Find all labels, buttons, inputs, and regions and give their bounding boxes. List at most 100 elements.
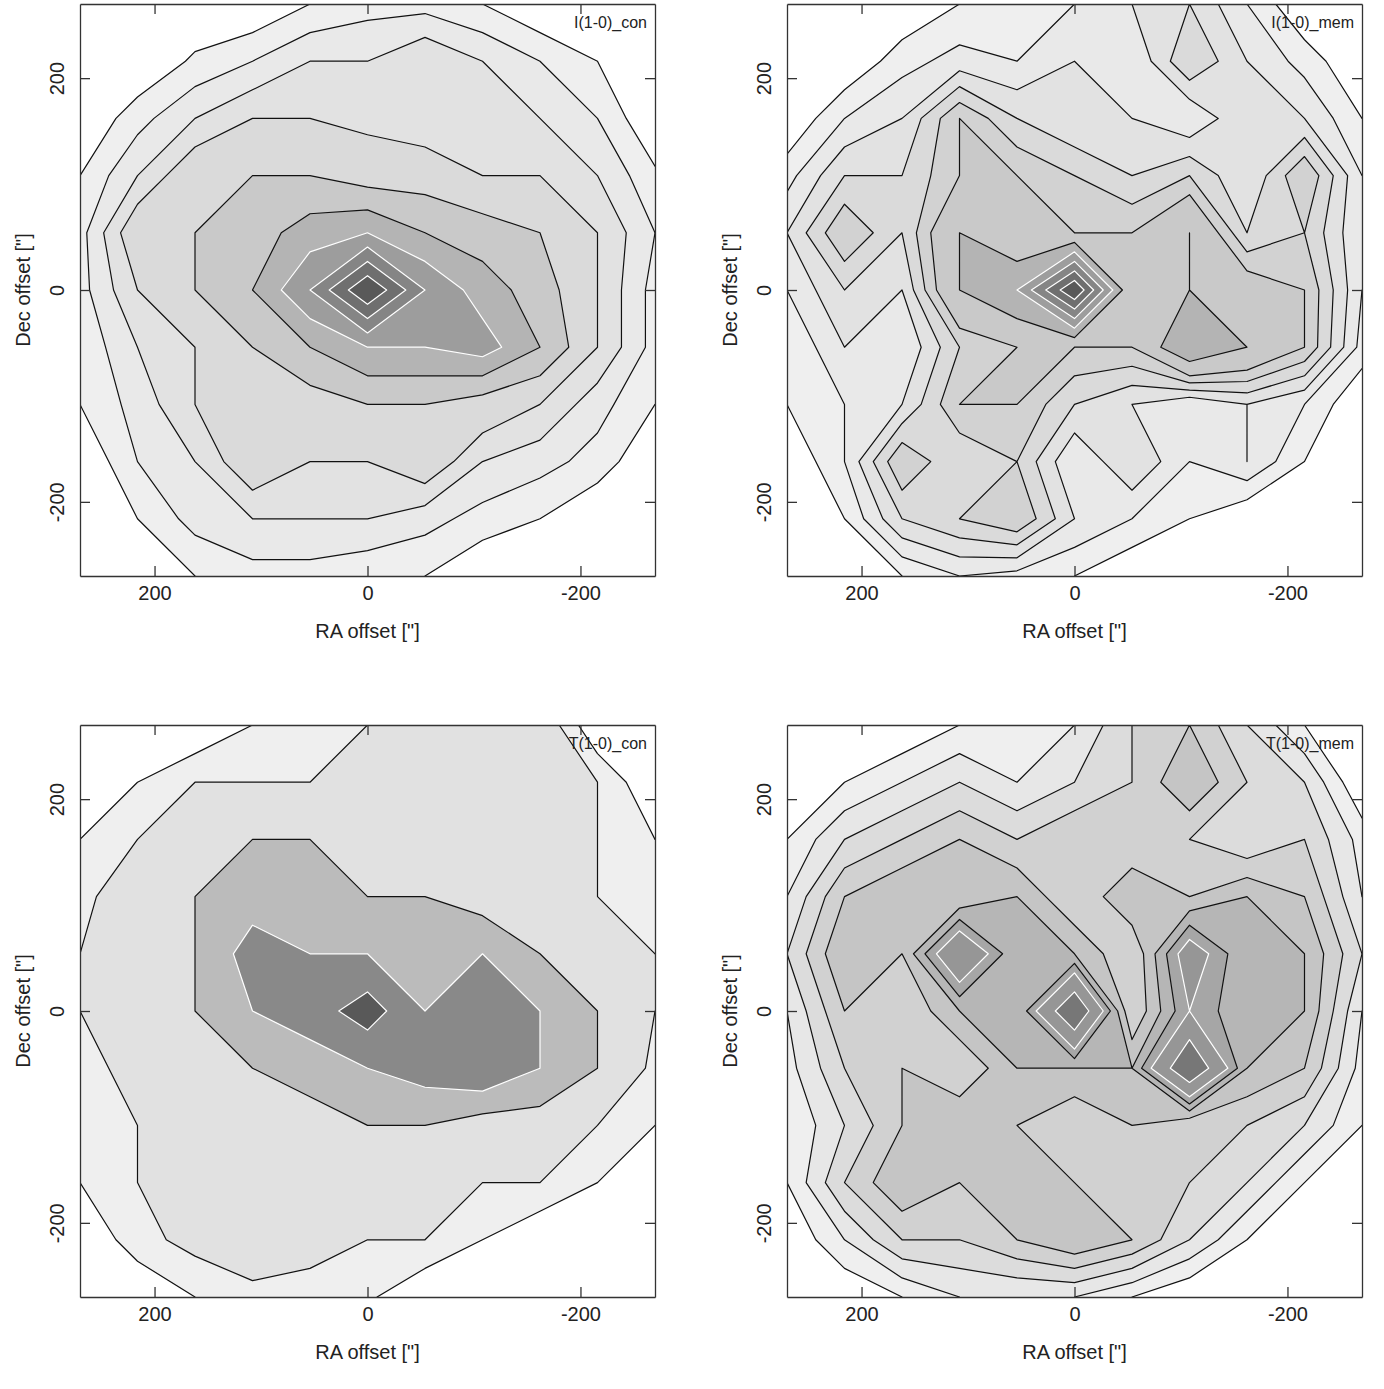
plot-area: [80, 4, 655, 576]
tick: [1352, 1223, 1362, 1224]
contour-level: [281, 233, 501, 357]
tick: 200: [753, 62, 797, 95]
tick: [645, 1011, 655, 1012]
tick-mark: [861, 566, 862, 576]
tick: [1075, 725, 1076, 735]
tick-label: 0: [46, 1006, 68, 1017]
panel-title: I(1-0)_con: [574, 14, 647, 32]
tick-label: 0: [1069, 1303, 1080, 1325]
axis: [81, 725, 656, 735]
tick: [580, 4, 581, 14]
tick: 0: [753, 285, 797, 296]
axis-line: [1362, 5, 1363, 577]
tick: -200: [753, 1203, 797, 1243]
tick-mark: [1352, 1223, 1362, 1224]
tick-mark: [1352, 78, 1362, 79]
tick-mark: [1352, 1011, 1362, 1012]
contour-level: [931, 118, 1305, 404]
tick-mark: [1352, 290, 1362, 291]
tick-mark: [1287, 1287, 1288, 1297]
contour-level: [806, 4, 1333, 545]
tick: [155, 725, 156, 735]
tick: 0: [1069, 566, 1080, 604]
tick-mark: [787, 78, 797, 79]
tick-label: 200: [46, 783, 68, 816]
contour-level: [195, 839, 598, 1125]
tick-mark: [154, 1287, 155, 1297]
tick-label: 200: [138, 582, 171, 604]
tick-label: -200: [46, 482, 68, 522]
tick-mark: [1287, 725, 1288, 735]
tick: [1075, 4, 1076, 14]
contour-level: [1055, 992, 1208, 1083]
tick-label: 200: [46, 62, 68, 95]
contour-level: [787, 4, 1362, 576]
tick-mark: [80, 290, 90, 291]
tick-label: -200: [753, 1203, 775, 1243]
tick: 0: [46, 1006, 90, 1017]
axis: [788, 725, 1363, 735]
axis: -2000200: [46, 726, 90, 1298]
tick-mark: [580, 4, 581, 14]
tick-mark: [861, 4, 862, 14]
tick-mark: [367, 725, 368, 735]
tick-label: 0: [753, 1006, 775, 1017]
tick: 200: [753, 783, 797, 816]
axis: [81, 4, 656, 14]
tick-label: -200: [1268, 1303, 1308, 1325]
tick-mark: [1074, 725, 1075, 735]
x-axis-title: RA offset ["]: [1022, 1341, 1127, 1363]
tick: -200: [46, 482, 90, 522]
tick-mark: [1287, 4, 1288, 14]
contour-level: [806, 725, 1343, 1268]
tick: [580, 725, 581, 735]
tick: 200: [46, 62, 90, 95]
tick-mark: [645, 502, 655, 503]
axis-line: [81, 576, 656, 577]
tick: -200: [1268, 1287, 1308, 1325]
contour-level: [845, 897, 1305, 1112]
panel: 2000-200-2000200T(1-0)_memRA offset ["]D…: [719, 696, 1384, 1363]
tick-mark: [154, 566, 155, 576]
tick: -200: [561, 1287, 601, 1325]
tick-label: 200: [753, 783, 775, 816]
tick: 200: [845, 566, 878, 604]
plot-area: [80, 725, 655, 1297]
axis-line: [1362, 726, 1363, 1298]
axis: 2000-200: [81, 1287, 656, 1325]
axis: -200 0 200: [753, 726, 797, 1298]
axis: [645, 5, 656, 577]
contour-level: [1060, 280, 1084, 299]
contour-level: [825, 103, 1319, 532]
tick-mark: [80, 78, 90, 79]
tick-mark: [1352, 502, 1362, 503]
tick-mark: [1074, 566, 1075, 576]
tick-mark: [645, 78, 655, 79]
tick: [1352, 78, 1362, 79]
tick-mark: [645, 799, 655, 800]
tick-mark: [645, 290, 655, 291]
tick: [1352, 290, 1362, 291]
tick-mark: [80, 799, 90, 800]
contour-level: [937, 931, 1228, 1097]
contour-level: [104, 37, 627, 518]
axis-line: [81, 1297, 656, 1298]
axis: [645, 726, 656, 1298]
contour-level: [80, 4, 655, 576]
tick: 0: [362, 1287, 373, 1325]
tick: [155, 4, 156, 14]
contour-level: [787, 4, 1348, 558]
tick-label: -200: [561, 1303, 601, 1325]
contour-level: [825, 725, 1323, 1254]
tick-mark: [1074, 1287, 1075, 1297]
y-axis-title: Dec offset ["]: [12, 954, 34, 1067]
contour-level: [195, 176, 569, 405]
contour-level: [253, 210, 541, 376]
tick-mark: [80, 1011, 90, 1012]
tick-label: 0: [753, 285, 775, 296]
tick-mark: [1074, 4, 1075, 14]
tick-mark: [80, 502, 90, 503]
contour-level: [787, 725, 1362, 1297]
contour-level: [87, 14, 655, 560]
tick-label: -200: [1268, 582, 1308, 604]
